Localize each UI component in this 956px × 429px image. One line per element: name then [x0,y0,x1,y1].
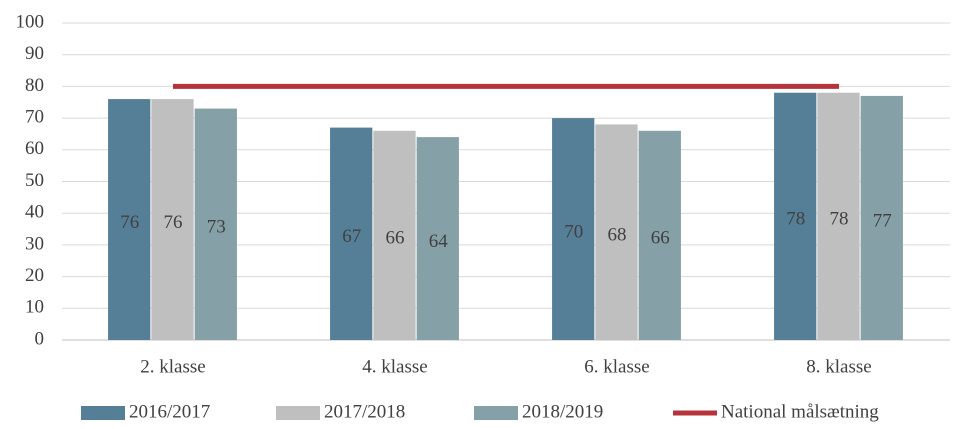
bar [595,124,638,340]
x-tick-label: 8. klasse [806,356,871,377]
legend-label: 2016/2017 [129,401,210,422]
bar [151,99,194,340]
data-label: 76 [164,212,183,233]
legend-swatch [276,406,320,420]
data-label: 78 [830,209,849,230]
bar [108,99,151,340]
y-tick-label: 10 [25,297,44,318]
bar [194,108,237,340]
bar [774,92,817,341]
bar [330,127,373,340]
bar [416,137,459,340]
bar [638,130,681,340]
y-tick-label: 60 [25,138,44,159]
legend-label: National målsætning [721,401,879,422]
data-label: 67 [342,226,361,247]
bar [373,130,416,340]
y-tick-label: 100 [16,11,45,32]
y-tick-label: 40 [25,202,44,223]
x-tick-label: 4. klasse [362,356,427,377]
data-label: 77 [873,210,892,231]
bar [817,92,860,341]
y-tick-label: 80 [25,75,44,96]
y-tick-label: 0 [35,328,45,349]
legend-swatch [81,406,125,420]
data-label: 76 [120,212,139,233]
legend-swatch [474,406,518,420]
y-tick-label: 50 [25,170,44,191]
legend-label: 2018/2019 [522,401,603,422]
y-tick-label: 70 [25,106,44,127]
data-label: 70 [564,221,583,242]
y-tick-label: 20 [25,265,44,286]
x-tick-label: 2. klasse [140,356,205,377]
legend-label: 2017/2018 [324,401,405,422]
y-tick-label: 30 [25,233,44,254]
bar [552,118,595,340]
x-tick-label: 6. klasse [584,356,649,377]
bar [860,95,903,340]
data-label: 64 [429,231,449,252]
data-label: 66 [651,228,670,249]
data-label: 78 [786,209,805,230]
data-label: 68 [608,225,627,246]
data-label: 73 [207,217,226,238]
y-tick-label: 90 [25,43,44,64]
data-label: 66 [386,228,405,249]
